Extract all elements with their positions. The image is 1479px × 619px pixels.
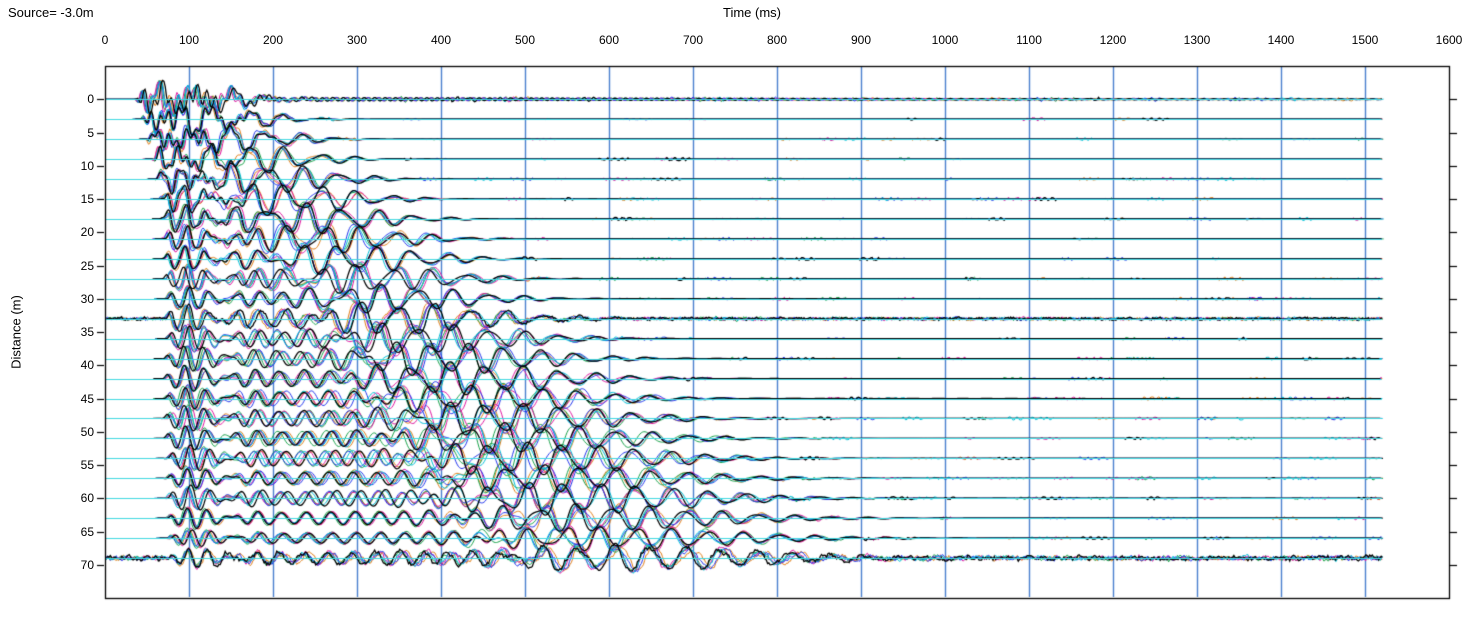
x-tick-label: 500	[514, 33, 536, 47]
x-tick-label: 1000	[931, 33, 959, 47]
y-tick-label: 20	[80, 225, 94, 240]
x-tick-label: 400	[430, 33, 452, 47]
x-tick-label: 300	[346, 33, 368, 47]
source-title: Source= -3.0m	[8, 5, 94, 20]
x-tick-label: 1200	[1099, 33, 1127, 47]
y-tick-label: 35	[80, 325, 94, 339]
x-tick-label: 1300	[1183, 33, 1211, 47]
x-tick-label: 600	[598, 33, 620, 47]
y-tick-label: 45	[80, 391, 94, 406]
x-tick-label: 200	[262, 33, 284, 47]
y-tick-label: 55	[80, 458, 94, 472]
y-tick-label: 60	[80, 491, 94, 506]
x-tick-label: 1500	[1351, 33, 1379, 47]
y-tick-label: 10	[80, 158, 94, 173]
x-tick-label: 700	[682, 33, 704, 47]
y-tick-label: 0	[87, 92, 94, 107]
y-tick-label: 5	[87, 125, 94, 140]
y-axis-title: Distance (m)	[8, 295, 24, 369]
y-tick-label: 40	[80, 358, 94, 373]
x-axis-title: Time (ms)	[722, 5, 782, 20]
x-tick-label: 100	[178, 33, 200, 47]
x-tick-label: 1100	[1016, 33, 1042, 47]
y-tick-label: 65	[80, 524, 94, 539]
x-tick-label: 900	[850, 33, 872, 47]
x-tick-label: 800	[766, 33, 788, 47]
y-tick-label: 30	[80, 291, 94, 306]
y-tick-label: 50	[80, 424, 94, 439]
y-tick-label: 25	[80, 258, 94, 273]
x-tick-label: 0	[101, 33, 109, 47]
x-tick-label: 1600	[1435, 33, 1463, 47]
y-tick-label: 15	[80, 192, 94, 206]
x-tick-label: 1400	[1267, 33, 1295, 47]
y-tick-label: 70	[80, 557, 94, 572]
